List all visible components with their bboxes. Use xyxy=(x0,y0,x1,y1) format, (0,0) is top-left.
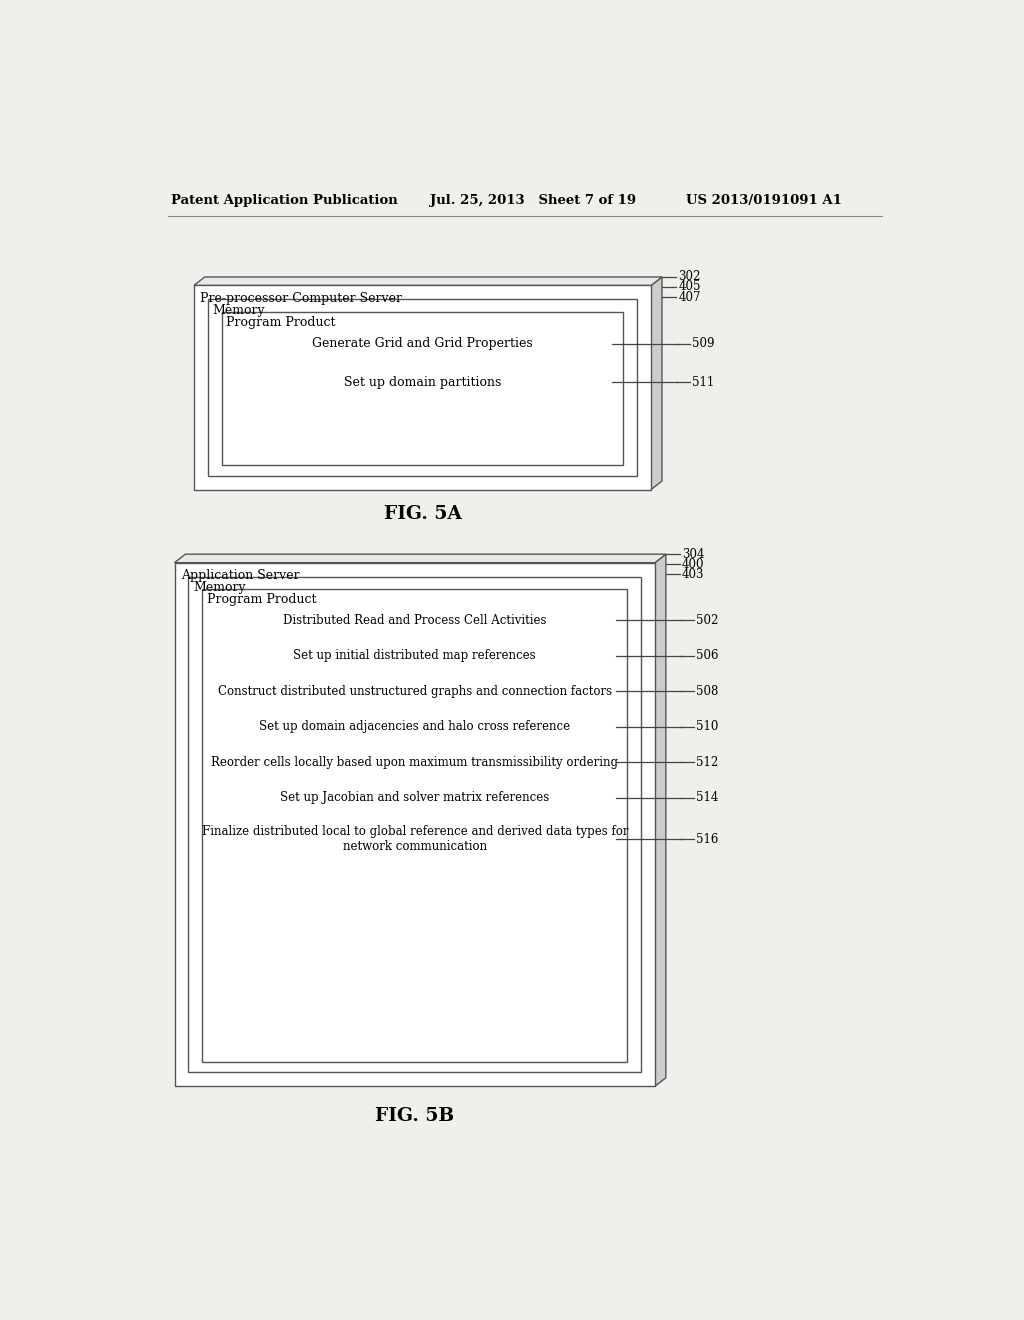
Text: 514: 514 xyxy=(696,791,719,804)
Bar xyxy=(213,642,616,671)
Text: 403: 403 xyxy=(682,568,705,581)
Bar xyxy=(194,285,651,490)
Bar xyxy=(232,329,612,359)
Bar xyxy=(213,677,616,706)
Text: 302: 302 xyxy=(678,271,700,284)
Text: 510: 510 xyxy=(696,721,719,733)
Text: Memory: Memory xyxy=(194,581,246,594)
Text: Construct distributed unstructured graphs and connection factors: Construct distributed unstructured graph… xyxy=(218,685,611,698)
Bar xyxy=(213,747,616,776)
Polygon shape xyxy=(203,581,638,589)
Text: 506: 506 xyxy=(696,649,719,663)
Polygon shape xyxy=(208,290,648,300)
Bar xyxy=(213,818,616,861)
Bar xyxy=(203,589,627,1061)
Text: Application Server: Application Server xyxy=(180,569,299,582)
Text: Finalize distributed local to global reference and derived data types for
networ: Finalize distributed local to global ref… xyxy=(202,825,628,854)
Text: 304: 304 xyxy=(682,548,705,561)
Text: Memory: Memory xyxy=(212,304,265,317)
Text: 400: 400 xyxy=(682,557,705,570)
Text: 502: 502 xyxy=(696,614,719,627)
Text: 407: 407 xyxy=(678,290,700,304)
Polygon shape xyxy=(222,304,634,312)
Text: Set up domain adjacencies and halo cross reference: Set up domain adjacencies and halo cross… xyxy=(259,721,570,733)
Text: 516: 516 xyxy=(696,833,719,846)
Polygon shape xyxy=(637,290,648,475)
Text: 512: 512 xyxy=(696,755,718,768)
Polygon shape xyxy=(627,581,638,1061)
Text: FIG. 5A: FIG. 5A xyxy=(384,506,462,523)
Bar xyxy=(213,606,616,635)
Polygon shape xyxy=(174,554,666,562)
Bar xyxy=(222,312,624,465)
Bar xyxy=(188,577,641,1072)
Text: Program Product: Program Product xyxy=(207,594,316,606)
Text: US 2013/0191091 A1: US 2013/0191091 A1 xyxy=(686,194,842,207)
Polygon shape xyxy=(641,568,652,1072)
Polygon shape xyxy=(651,277,662,490)
Polygon shape xyxy=(188,568,652,577)
Text: Set up initial distributed map references: Set up initial distributed map reference… xyxy=(294,649,536,663)
Text: Patent Application Publication: Patent Application Publication xyxy=(171,194,397,207)
Text: 405: 405 xyxy=(678,280,700,293)
Text: Reorder cells locally based upon maximum transmissibility ordering: Reorder cells locally based upon maximum… xyxy=(211,755,618,768)
Text: Program Product: Program Product xyxy=(226,317,336,329)
Text: 509: 509 xyxy=(692,338,715,351)
Bar xyxy=(213,783,616,812)
Text: Distributed Read and Process Cell Activities: Distributed Read and Process Cell Activi… xyxy=(283,614,547,627)
Bar xyxy=(232,367,612,397)
Text: Generate Grid and Grid Properties: Generate Grid and Grid Properties xyxy=(312,338,532,351)
Text: Set up Jacobian and solver matrix references: Set up Jacobian and solver matrix refere… xyxy=(281,791,549,804)
Polygon shape xyxy=(624,304,634,465)
Polygon shape xyxy=(194,277,662,285)
Text: Pre-processor Computer Server: Pre-processor Computer Server xyxy=(200,292,402,305)
Text: 511: 511 xyxy=(692,376,715,389)
Bar xyxy=(174,562,655,1086)
Polygon shape xyxy=(655,554,666,1086)
Text: Set up domain partitions: Set up domain partitions xyxy=(344,376,501,389)
Bar xyxy=(213,711,616,742)
Text: FIG. 5B: FIG. 5B xyxy=(375,1106,455,1125)
Bar xyxy=(208,300,637,475)
Text: 508: 508 xyxy=(696,685,719,698)
Text: Jul. 25, 2013   Sheet 7 of 19: Jul. 25, 2013 Sheet 7 of 19 xyxy=(430,194,636,207)
